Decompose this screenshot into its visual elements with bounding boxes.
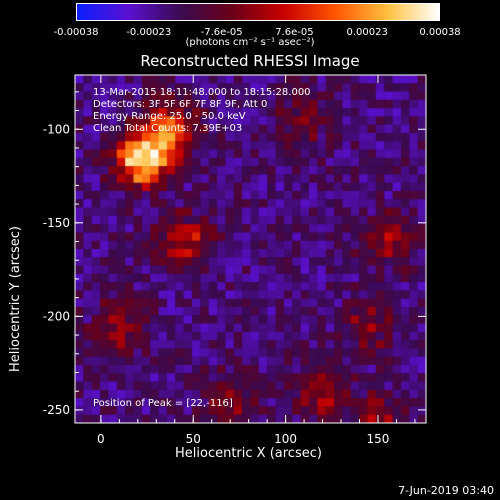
colorbar-gradient (76, 3, 440, 21)
x-axis-label: Heliocentric X (arcsec) (175, 446, 322, 461)
x-tick-label: 0 (97, 432, 105, 446)
y-tick-label: -200 (43, 309, 70, 323)
y-tick-label: -150 (43, 216, 70, 230)
colorbar-tick: 0.00023 (346, 27, 388, 38)
x-tick-label: 100 (274, 432, 297, 446)
chart-title: Reconstructed RHESSI Image (140, 52, 360, 70)
colorbar-tick: 0.00038 (419, 27, 461, 38)
colorbar-tick: -0.00023 (126, 27, 172, 38)
colorbar-tick: 7.6e-05 (275, 27, 314, 38)
colorbar-tick: -7.6e-05 (200, 27, 243, 38)
y-tick-label: -100 (43, 122, 70, 136)
y-axis-label: Heliocentric Y (arcsec) (8, 226, 23, 372)
colorbar-unit-label: (photons cm⁻² s⁻¹ asec⁻²) (185, 37, 315, 48)
annotation-time-range: 13-Mar-2015 18:11:48.000 to 18:15:28.000 (93, 87, 311, 98)
y-tick-label: -250 (43, 403, 70, 417)
plot-frame (74, 74, 427, 424)
colorbar: -0.00038 -0.00023 -7.6e-05 7.6e-05 0.000… (54, 3, 461, 38)
colorbar-tick: -0.00038 (53, 27, 99, 38)
heatmap-image (75, 75, 426, 423)
x-tick-label: 50 (186, 432, 201, 446)
annotation-detectors: Detectors: 3F 5F 6F 7F 8F 9F, Att 0 (93, 99, 268, 110)
annotation-peak-position: Position of Peak = [22,-116] (93, 398, 233, 409)
annotation-method-counts: Clean Total Counts: 7.39E+03 (93, 123, 243, 134)
x-tick-label: 150 (367, 432, 390, 446)
annotation-energy-range: Energy Range: 25.0 - 50.0 keV (93, 111, 246, 122)
footer-date: 7-Jun-2019 03:40 (398, 484, 494, 497)
heatmap-plot-area (75, 75, 426, 423)
